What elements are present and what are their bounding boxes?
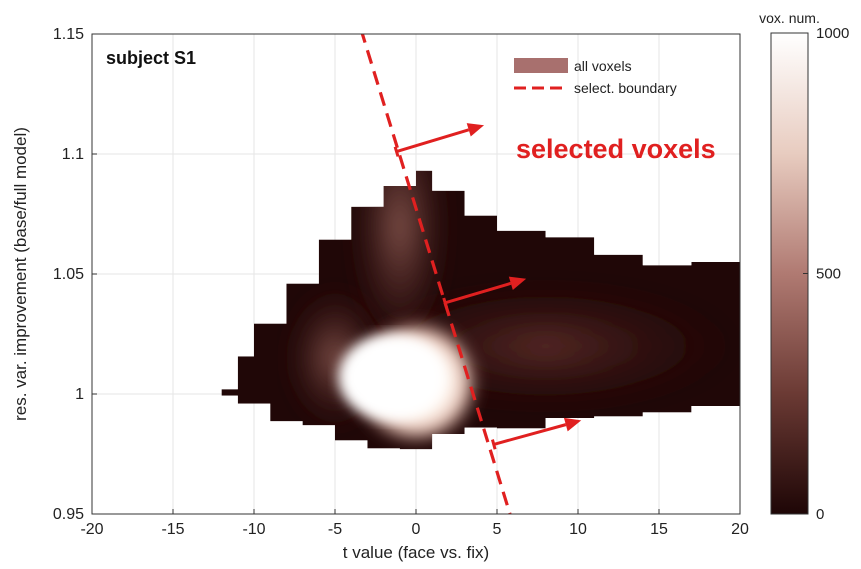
- x-tick-label: -15: [161, 521, 184, 538]
- x-axis-label: t value (face vs. fix): [343, 543, 489, 562]
- x-axis-ticks: -20 -15 -10 -5 0 5 10 15 20: [80, 509, 749, 538]
- x-tick-label: 15: [650, 521, 668, 538]
- legend-swatch-all-voxels: [514, 58, 568, 73]
- y-axis-label: res. var. improvement (base/full model): [11, 127, 30, 421]
- y-tick-label: 1.15: [53, 26, 84, 43]
- legend-label-all-voxels: all voxels: [574, 58, 632, 74]
- colorbar-ticks: 0 500 1000: [803, 25, 849, 523]
- y-axis-ticks: 0.95 1 1.05 1.1 1.15: [53, 26, 97, 523]
- colorbar: vox. num. 0 500 1000: [759, 10, 849, 523]
- x-tick-label: 5: [493, 521, 502, 538]
- density-heatmap: [221, 170, 740, 450]
- y-tick-label: 1.1: [62, 146, 84, 163]
- colorbar-tick-label: 1000: [816, 25, 849, 42]
- legend-label-boundary: select. boundary: [574, 80, 677, 96]
- density-body: [221, 170, 740, 450]
- x-tick-label: -5: [328, 521, 342, 538]
- y-tick-label: 1.05: [53, 266, 84, 283]
- x-tick-label: 10: [569, 521, 587, 538]
- selected-voxels-annotation: selected voxels: [516, 134, 716, 164]
- selection-arrow: [490, 417, 582, 450]
- y-tick-label: 1: [75, 386, 84, 403]
- y-tick-label: 0.95: [53, 506, 84, 523]
- x-tick-label: -20: [80, 521, 103, 538]
- colorbar-gradient: [770, 32, 809, 515]
- legend: all voxels select. boundary: [514, 58, 677, 96]
- colorbar-title: vox. num.: [759, 10, 820, 26]
- x-tick-label: 20: [731, 521, 749, 538]
- x-tick-label: -10: [242, 521, 265, 538]
- density-upper-lobe: [351, 170, 449, 358]
- x-tick-label: 0: [412, 521, 421, 538]
- density-peak: [338, 334, 446, 421]
- boundary-line: [360, 34, 512, 514]
- selection-arrow: [442, 276, 527, 309]
- colorbar-tick-label: 500: [816, 266, 841, 283]
- colorbar-tick-label: 0: [816, 506, 824, 523]
- selection-arrow: [393, 123, 485, 157]
- selection-boundary: [360, 34, 512, 514]
- chart-title: subject S1: [106, 48, 196, 68]
- selection-arrows: [393, 123, 582, 450]
